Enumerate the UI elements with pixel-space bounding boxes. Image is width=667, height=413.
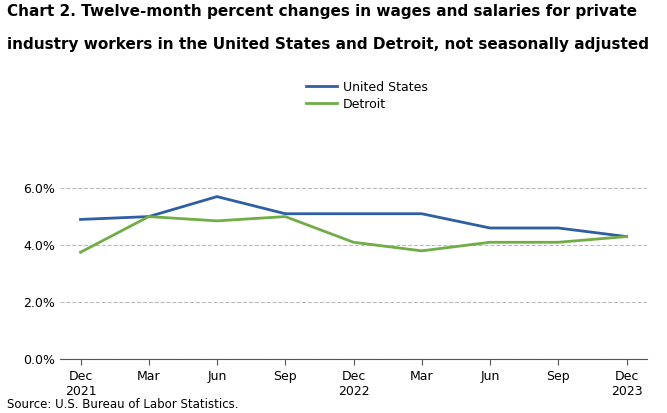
Legend: United States, Detroit: United States, Detroit: [305, 81, 428, 111]
Text: Source: U.S. Bureau of Labor Statistics.: Source: U.S. Bureau of Labor Statistics.: [7, 398, 238, 411]
Text: Chart 2. Twelve-month percent changes in wages and salaries for private: Chart 2. Twelve-month percent changes in…: [7, 4, 637, 19]
Text: industry workers in the United States and Detroit, not seasonally adjusted: industry workers in the United States an…: [7, 37, 649, 52]
